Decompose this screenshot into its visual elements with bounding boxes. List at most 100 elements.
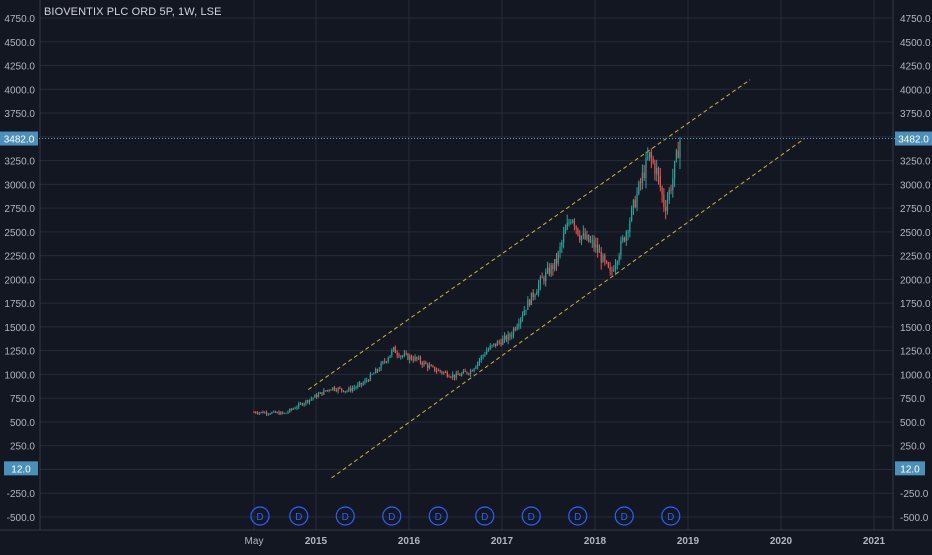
candle-body xyxy=(316,394,318,398)
candle-body xyxy=(443,372,445,374)
candle-body xyxy=(339,387,341,389)
candle-body xyxy=(464,371,466,373)
candle-body xyxy=(389,355,391,359)
candle-body xyxy=(665,207,667,211)
candle-body xyxy=(326,389,329,391)
candle-body xyxy=(468,373,470,375)
candle-body xyxy=(641,172,644,183)
y-tick-label-left: 750.0 xyxy=(10,394,35,405)
candle-body xyxy=(536,292,538,295)
candle-body xyxy=(273,411,275,413)
candle-body xyxy=(278,412,280,415)
marker-price-label-right-bg xyxy=(895,461,925,476)
candle-body xyxy=(410,356,413,360)
y-tick-label-right: 4750.0 xyxy=(900,14,931,25)
candle-body xyxy=(529,300,531,305)
candle-body xyxy=(398,354,400,357)
candle-body xyxy=(416,357,418,359)
candle-body xyxy=(267,413,269,415)
candle-body xyxy=(480,356,482,360)
candle-body xyxy=(593,240,595,248)
candle-body xyxy=(487,349,490,351)
candle-body xyxy=(532,292,534,297)
y-tick-label-right: -250.0 xyxy=(900,489,929,500)
candle-body xyxy=(566,223,568,230)
candle-body xyxy=(396,352,398,355)
candle-body xyxy=(648,151,651,158)
candle-body xyxy=(357,384,359,388)
y-tick-label-left: 1000.0 xyxy=(4,370,35,381)
dividend-marker xyxy=(614,506,634,526)
y-tick-label-left: 1500.0 xyxy=(4,323,35,334)
y-tick-label-left: 2500.0 xyxy=(4,228,35,239)
dividend-marker-label: D xyxy=(481,512,488,523)
y-tick-label-left: 2000.0 xyxy=(4,275,35,286)
candle-body xyxy=(491,345,493,347)
y-tick-label-left: 4500.0 xyxy=(4,38,35,49)
candle-body xyxy=(271,412,273,414)
candle-body xyxy=(518,323,520,327)
candle-body xyxy=(496,341,499,346)
y-tick-label-right: 1000.0 xyxy=(900,370,931,381)
candle-body xyxy=(507,334,509,341)
candle-body xyxy=(484,354,486,356)
candle-body xyxy=(287,411,289,413)
candle-body xyxy=(380,363,382,370)
candle-body xyxy=(657,167,660,176)
candle-body xyxy=(647,157,649,159)
candle-body xyxy=(414,357,416,361)
candle-body xyxy=(557,252,559,264)
candle-body xyxy=(597,244,599,253)
candle-body xyxy=(328,389,330,391)
candle-body xyxy=(543,277,545,282)
candle-body xyxy=(659,175,661,188)
candle-body xyxy=(282,411,284,413)
candle-body xyxy=(663,194,665,208)
candle-body xyxy=(290,408,293,410)
candle-body xyxy=(616,261,618,265)
candle-body xyxy=(342,390,345,392)
candle-body xyxy=(348,387,350,391)
candle-body xyxy=(575,226,577,229)
candle-body xyxy=(643,172,645,179)
candle-body xyxy=(661,187,663,195)
candle-body xyxy=(469,370,472,374)
candle-body xyxy=(600,251,602,263)
candle-body xyxy=(373,373,375,375)
candle-body xyxy=(274,411,277,413)
candle-body xyxy=(321,392,323,395)
candle-body xyxy=(478,359,481,363)
y-tick-label-left: 250.0 xyxy=(10,442,35,453)
candle-body xyxy=(264,412,266,414)
candle-body xyxy=(317,394,320,398)
candle-body xyxy=(673,161,676,179)
candle-body xyxy=(622,237,624,241)
candle-body xyxy=(435,370,438,372)
candle-body xyxy=(625,232,627,241)
candle-body xyxy=(375,369,377,374)
candle-body xyxy=(333,387,336,391)
candle-body xyxy=(486,350,488,355)
candle-body xyxy=(505,335,507,341)
candle-body xyxy=(482,355,484,357)
candle-body xyxy=(607,262,610,268)
candle-body xyxy=(265,412,268,414)
y-tick-label-right: 2000.0 xyxy=(900,275,931,286)
candle-body xyxy=(307,400,309,403)
channel-upper-line xyxy=(307,79,751,391)
candle-body xyxy=(409,356,411,360)
candle-body xyxy=(495,343,497,346)
x-tick-label: May xyxy=(245,536,264,547)
candle-body xyxy=(502,338,504,345)
dividend-marker xyxy=(335,506,355,526)
candle-body xyxy=(323,390,325,395)
candle-body xyxy=(421,362,423,365)
candle-body xyxy=(561,242,563,247)
candle-body xyxy=(591,240,593,242)
candle-body xyxy=(366,380,368,382)
y-tick-label-left: 3000.0 xyxy=(4,180,35,191)
dividend-marker xyxy=(382,506,402,526)
candle-body xyxy=(588,234,590,242)
